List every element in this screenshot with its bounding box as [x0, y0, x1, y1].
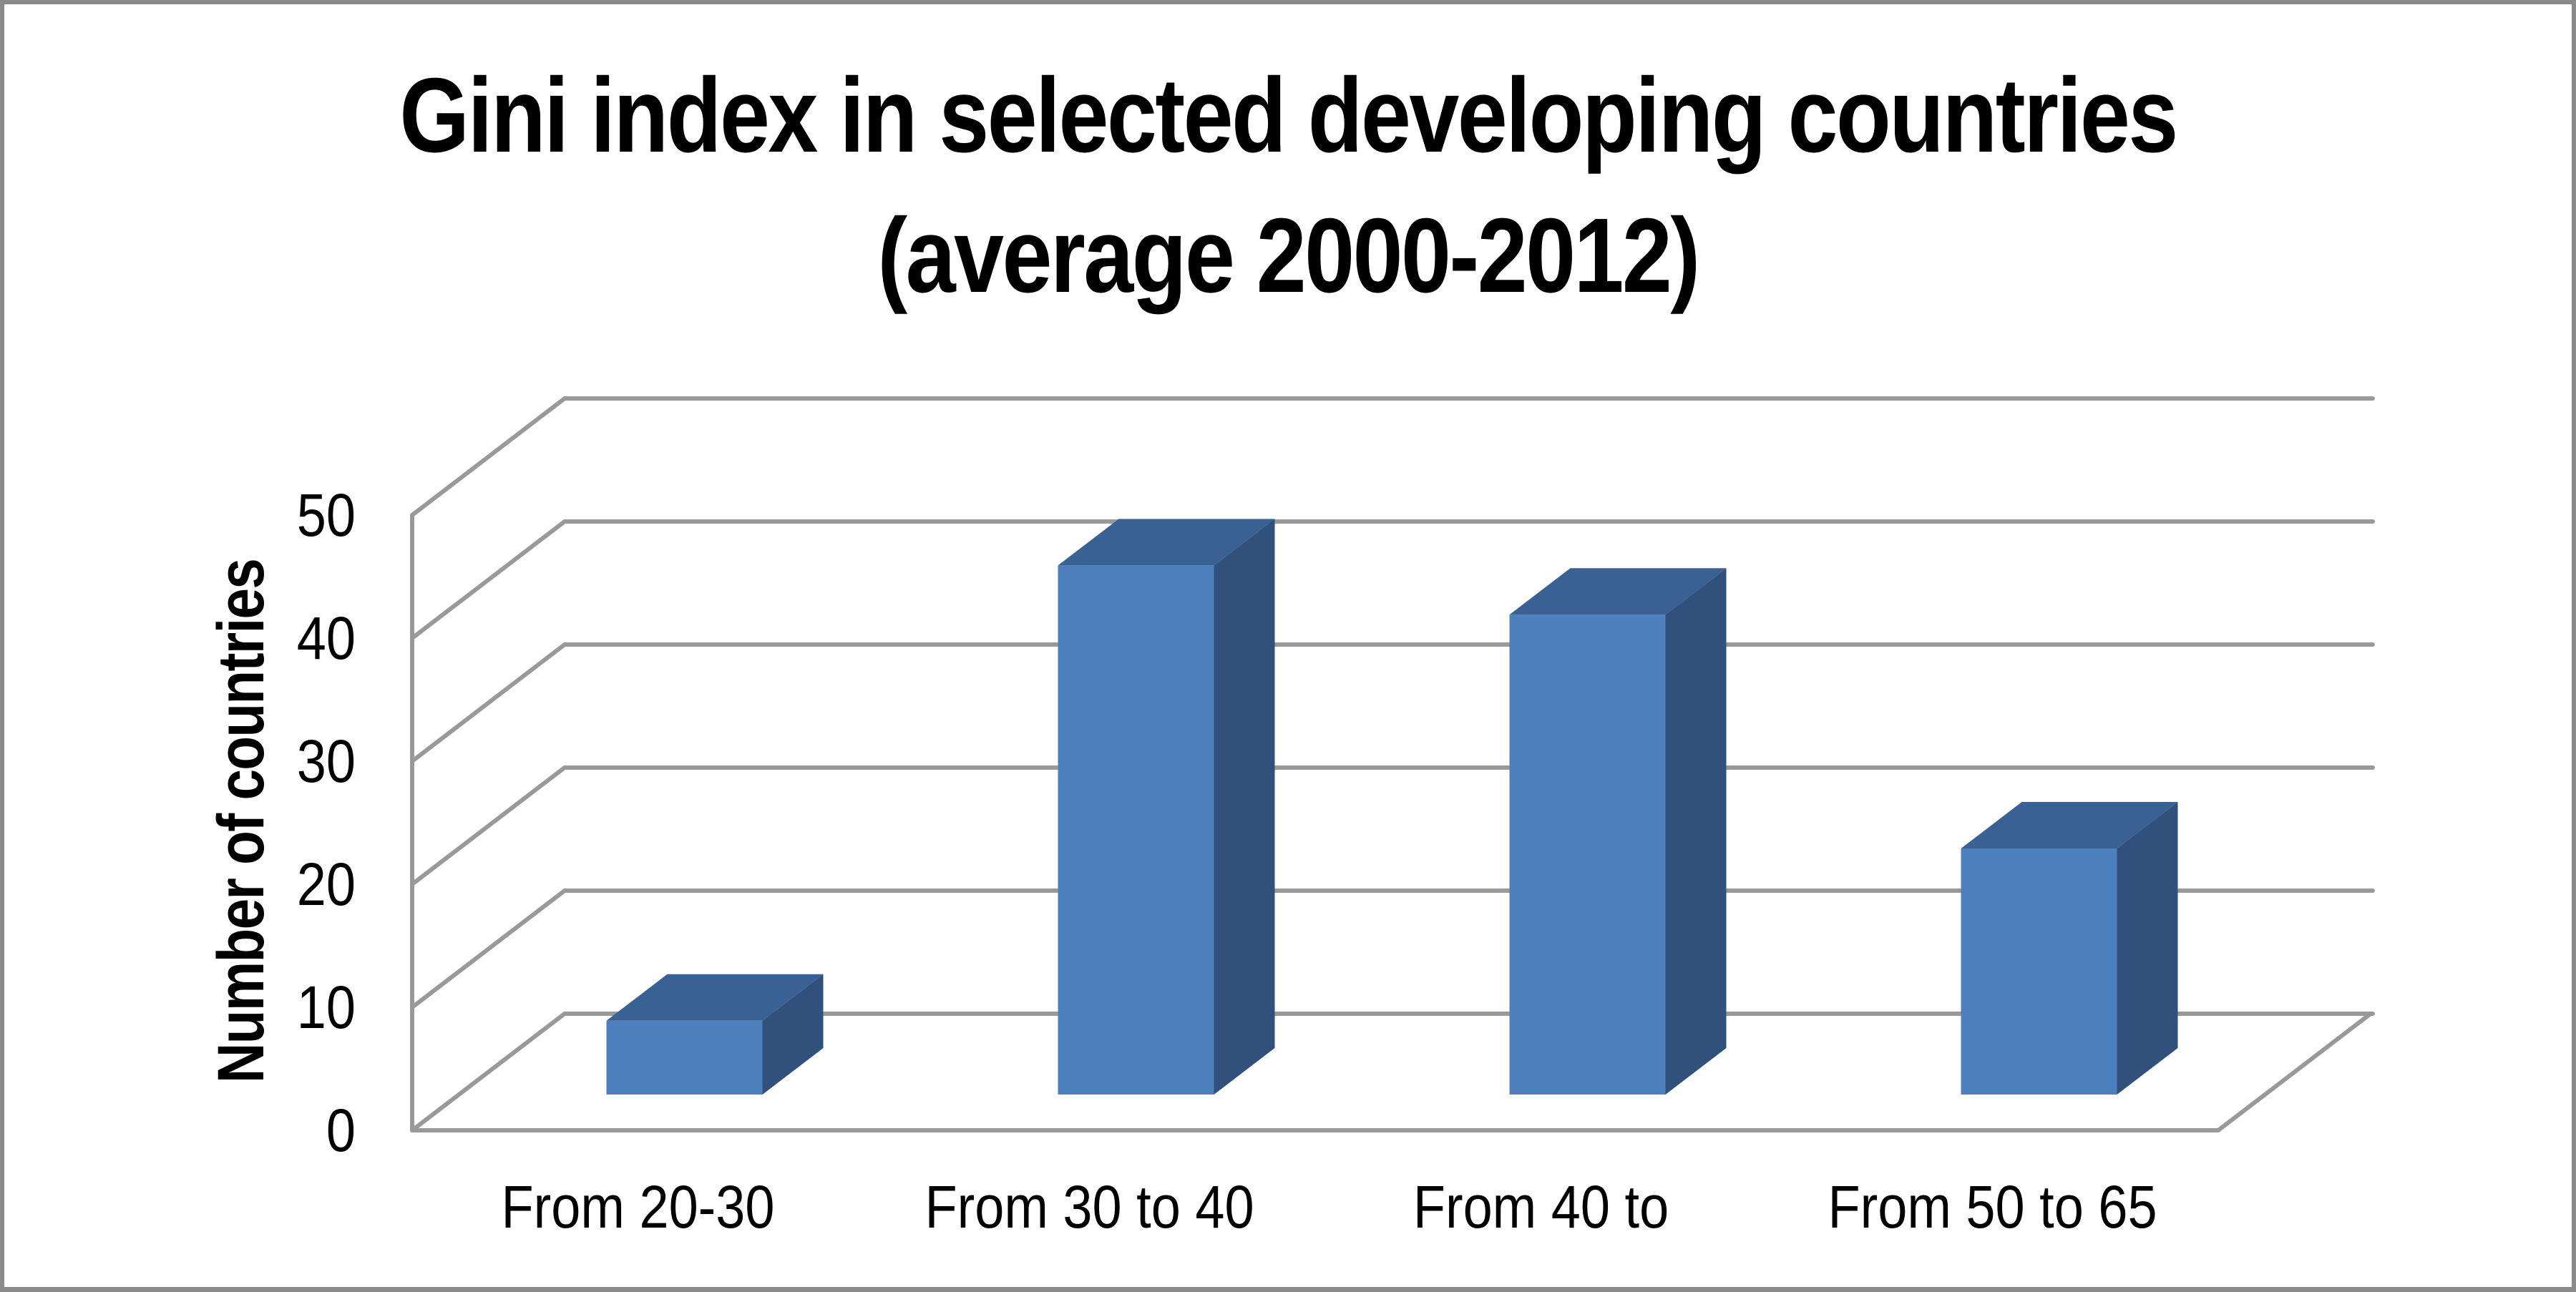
bar-0 — [606, 974, 824, 1095]
tick-label-10: 10 — [297, 974, 356, 1041]
bar-top-face — [1961, 802, 2178, 848]
gridline-50 — [410, 396, 2375, 517]
gridline-20 — [410, 765, 2375, 886]
tick-label-40: 40 — [297, 605, 356, 672]
bar-side-face — [1214, 519, 1275, 1095]
bar-top-face — [1509, 568, 1727, 615]
tick-label-20: 20 — [297, 851, 356, 918]
gridline-10 — [410, 889, 2375, 1009]
gridline-0 — [410, 1012, 2375, 1132]
gridline-30 — [410, 642, 2375, 763]
category-label-2: From 40 to — [1413, 1173, 1669, 1240]
gridlines-group — [410, 396, 2375, 1132]
bar-front-face — [606, 1020, 763, 1095]
tick-label-50: 50 — [297, 481, 356, 549]
bar-top-face — [606, 974, 824, 1021]
y-axis-title: Number of countries — [205, 559, 278, 1083]
bar-1 — [1058, 519, 1275, 1095]
bar-side-face — [2117, 802, 2178, 1095]
bar-side-face — [762, 974, 824, 1095]
floor-front-edge — [410, 1012, 2373, 1132]
tick-label-30: 30 — [297, 728, 356, 795]
chart-title-line1: Gini index in selected developing countr… — [399, 57, 2176, 175]
bar-front-face — [1509, 615, 1666, 1095]
bar-3 — [1961, 802, 2178, 1095]
bottom-frame-strip — [0, 1287, 2576, 1292]
chart-title-line2: (average 2000-2012) — [877, 197, 1698, 315]
bar-front-face — [1058, 565, 1214, 1095]
bar-front-face — [1961, 848, 2117, 1095]
y-tick-labels-group: 0 10 20 30 40 50 — [297, 481, 356, 1164]
bar-2 — [1509, 568, 1727, 1095]
tick-label-0: 0 — [326, 1097, 356, 1164]
category-label-3: From 50 to 65 — [1828, 1173, 2157, 1240]
bar-side-face — [1665, 568, 1727, 1095]
category-label-1: From 30 to 40 — [924, 1173, 1254, 1240]
bar-top-face — [1058, 519, 1275, 566]
bars-group — [606, 519, 2178, 1095]
gridline-40 — [410, 519, 2375, 640]
category-label-0: From 20-30 — [502, 1173, 775, 1240]
x-category-labels-group: From 20-30 From 30 to 40 From 40 to From 50… — [502, 1173, 2157, 1240]
